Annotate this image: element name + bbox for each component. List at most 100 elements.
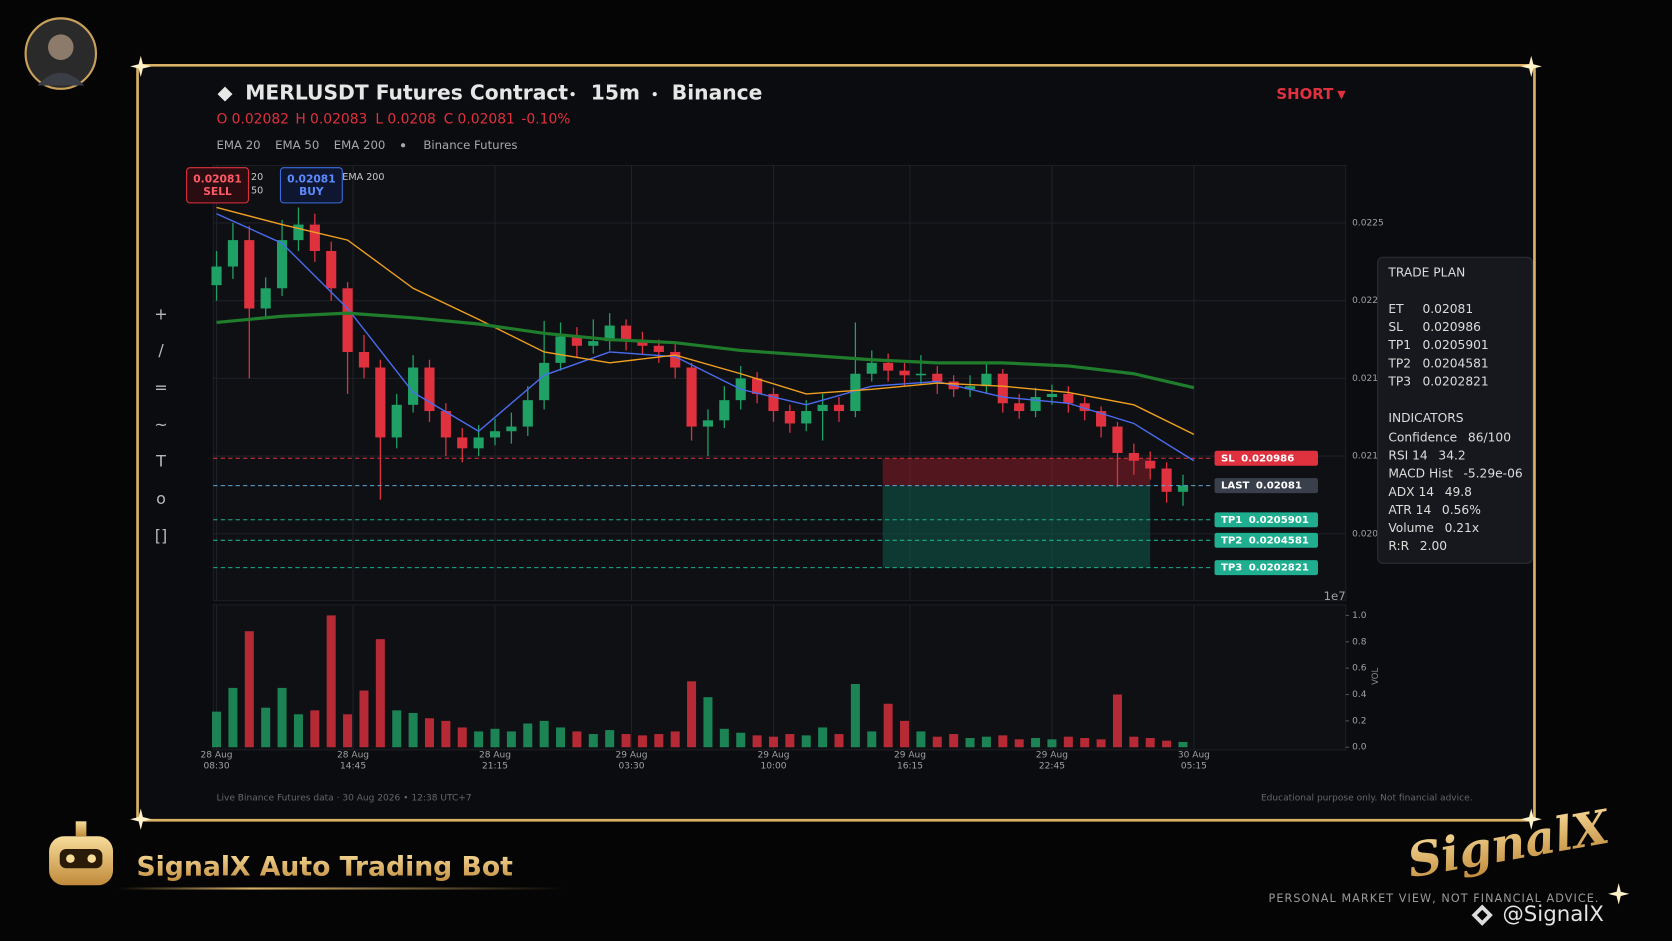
candle-body [620, 325, 632, 342]
indicator-label: RSI 14 [1388, 448, 1428, 462]
candle-body [833, 404, 845, 412]
volume-bar [293, 714, 303, 748]
tool[interactable]: o [156, 489, 166, 508]
tool[interactable]: / [158, 341, 164, 360]
trade-plan-box [1377, 256, 1533, 564]
bot-icon [49, 821, 114, 886]
candle-body [850, 373, 861, 412]
avatar [24, 17, 98, 90]
value: 0.02082 [232, 112, 289, 128]
volume-bar [261, 707, 271, 748]
candle-body [244, 240, 255, 309]
candle-body [588, 341, 599, 346]
volume-bar [981, 736, 991, 748]
indicator-value: 34.2 [1438, 448, 1465, 462]
volume-bar [539, 720, 549, 748]
exchange: Binance [672, 81, 763, 105]
candle-body [276, 240, 288, 289]
indicator: EMA 20 [216, 138, 260, 152]
volume-bar [768, 736, 778, 748]
candle-body [1063, 393, 1074, 404]
tool[interactable]: ~ [154, 415, 167, 434]
candle-body [571, 336, 582, 346]
candle-body [899, 370, 910, 376]
sparkles [130, 55, 1630, 905]
volume-bar [932, 736, 942, 748]
candle-body [784, 411, 795, 424]
tool[interactable]: = [154, 378, 167, 397]
candle-body [227, 240, 238, 267]
x-tick-label: 03:30 [618, 761, 644, 771]
volume-bar [637, 735, 647, 748]
level-label-box [1214, 450, 1318, 466]
candle-body [604, 325, 615, 342]
volume-bar [375, 639, 385, 748]
candle-body [1014, 403, 1025, 412]
handle: @SignalX [1502, 902, 1603, 927]
label: L [375, 112, 383, 128]
candle-body [1079, 403, 1090, 412]
buy-badge[interactable] [279, 167, 343, 204]
candle-body [293, 224, 304, 241]
tool[interactable]: T [155, 451, 166, 470]
indicator-label: ATR 14 [1388, 502, 1431, 516]
indicator-row: ADX 14 49.8 [1388, 484, 1472, 498]
indicator-row: R:R 2.00 [1388, 539, 1447, 553]
label: O [216, 112, 227, 128]
x-tick-label: 16:15 [897, 761, 923, 771]
indicator-row: RSI 14 34.2 [1388, 448, 1465, 462]
level-name: LAST [1221, 481, 1250, 492]
level-value: 0.0202821 [1249, 563, 1309, 574]
candle-body [1128, 452, 1139, 461]
x-tick-label: 28 Aug [479, 751, 511, 761]
separator [570, 91, 575, 97]
level-name: TP2 [1221, 535, 1242, 546]
volume-bar [785, 734, 795, 748]
y-tick-label: 0.2 [1352, 716, 1366, 726]
volume-bar [1145, 738, 1155, 748]
y-tick-label: 0.6 [1352, 664, 1367, 674]
volume-bar [801, 735, 811, 748]
volume-bar [949, 734, 959, 748]
ema-line [216, 206, 1195, 435]
side-arrow [1337, 90, 1346, 100]
indicator-label: Volume [1388, 521, 1434, 535]
level-label: TP3 0.0202821 [1221, 563, 1309, 574]
candle-body [522, 400, 533, 427]
volume-bar [408, 712, 418, 748]
y-tick-label: 0.022 [1352, 296, 1378, 306]
volume-bar [687, 681, 697, 748]
candle-body [883, 362, 894, 371]
plan-value: 0.0204581 [1422, 356, 1488, 370]
candle-body [1046, 393, 1058, 398]
indicator-label: ADX 14 [1388, 484, 1434, 498]
x-tick-label: 28 Aug [337, 751, 369, 761]
volume-bar [326, 615, 336, 748]
data-note: Live Binance Futures data · 30 Aug 2026 … [216, 793, 471, 803]
trade-zone [882, 485, 1151, 568]
tool[interactable]: + [154, 304, 167, 323]
level-label: TP1 0.0205901 [1221, 515, 1309, 526]
offset-text: 1e7 [1324, 589, 1346, 603]
volume-bar [1014, 739, 1024, 748]
x-tick-label: 05:15 [1181, 761, 1207, 771]
sell-price: 0.02081 [193, 172, 242, 185]
volume-bar [457, 727, 467, 748]
candle-body [964, 386, 976, 390]
candle-body [309, 224, 320, 251]
x-tick-label: 21:15 [482, 761, 508, 771]
x-tick-label: 08:30 [204, 761, 230, 771]
tool[interactable]: [] [155, 526, 167, 545]
toolbar: + / = ~ T o [] [154, 304, 167, 545]
level-name: TP1 [1221, 515, 1242, 526]
sell-badge[interactable] [186, 167, 249, 204]
volume-bar [998, 735, 1008, 748]
candle-body [539, 362, 550, 401]
candle-body [1112, 426, 1123, 453]
trade-plan: TRADE PLAN ET 0.02081 SL 0.020986 TP1 0.020590… [1377, 256, 1533, 564]
candle-body [408, 367, 419, 405]
ema-line [216, 213, 1195, 462]
candle-body [702, 420, 714, 427]
